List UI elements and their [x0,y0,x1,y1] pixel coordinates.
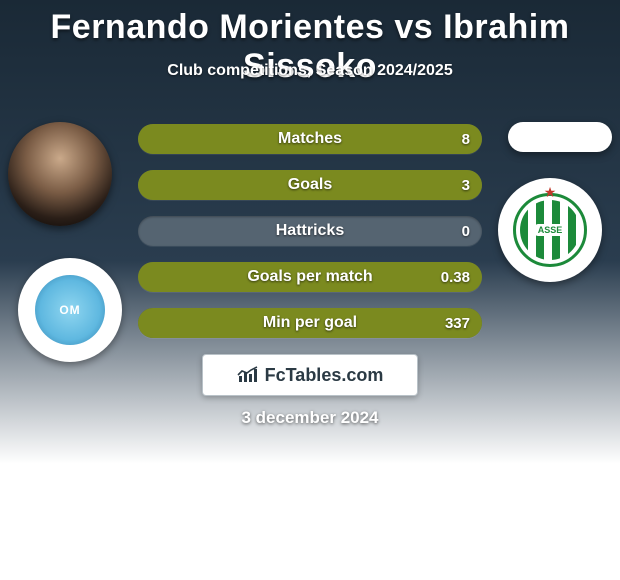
club-right-stripes: ASSE [520,200,580,260]
club-right-abbrev: ASSE [535,224,566,236]
stat-value-right: 0 [450,216,482,246]
stat-value-right: 0.38 [429,262,482,292]
stat-value-right: 337 [433,308,482,338]
stat-row: Goals per match0.38 [138,262,482,292]
brand-text: FcTables.com [265,365,384,386]
club-right-badge: ★ ASSE [498,178,602,282]
club-left-logo: OM [35,275,105,345]
stat-label: Matches [138,124,482,154]
date-label: 3 december 2024 [0,408,620,428]
stat-row: Hattricks0 [138,216,482,246]
stat-label: Min per goal [138,308,482,338]
stat-row: Goals3 [138,170,482,200]
subtitle: Club competitions, Season 2024/2025 [0,62,620,80]
stat-value-right: 8 [450,124,482,154]
star-icon: ★ [544,184,557,201]
stat-label: Hattricks [138,216,482,246]
club-left-abbrev: OM [59,303,80,317]
brand-badge[interactable]: FcTables.com [202,354,418,396]
chart-icon [237,366,259,384]
player-left-avatar [8,122,112,226]
stats-list: Matches8 Goals3 Hattricks0 Goals per match0… [138,124,482,354]
club-right-logo: ★ ASSE [513,193,587,267]
stat-value-right: 3 [450,170,482,200]
player-right-avatar [508,122,612,152]
stat-row: Min per goal337 [138,308,482,338]
comparison-card: Fernando Morientes vs Ibrahim Sissoko Cl… [0,0,620,580]
stat-row: Matches8 [138,124,482,154]
stat-label: Goals [138,170,482,200]
club-left-badge: OM [18,258,122,362]
